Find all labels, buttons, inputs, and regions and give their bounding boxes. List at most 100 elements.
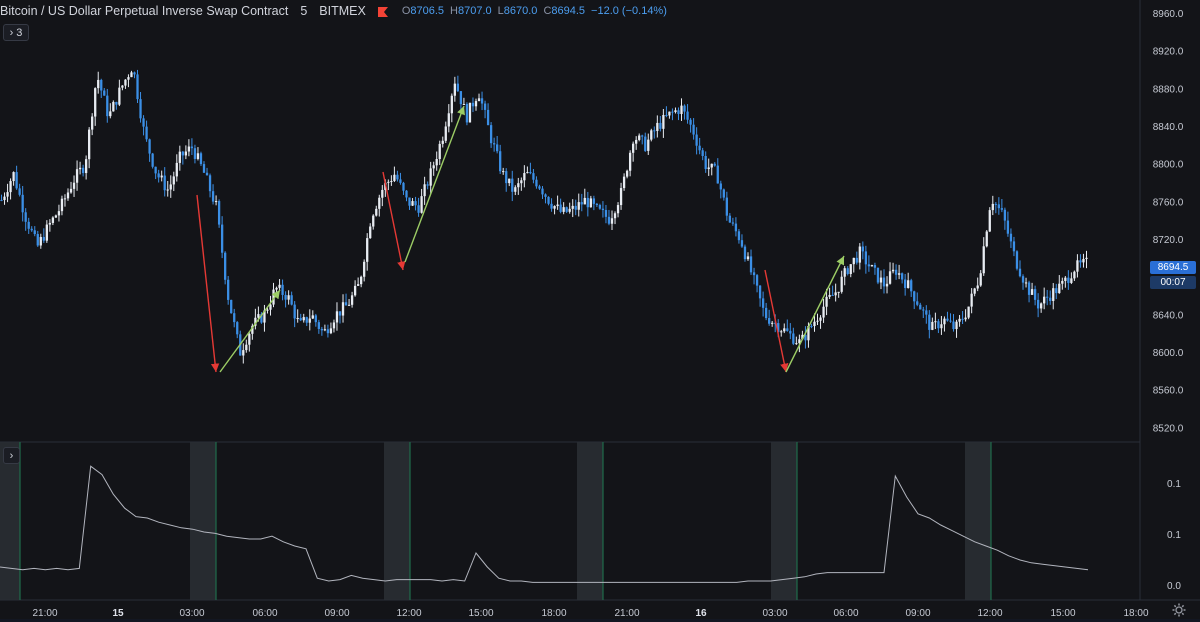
candle-body <box>281 284 284 295</box>
candle-body <box>9 181 12 193</box>
candle-body <box>106 95 109 117</box>
candle-body <box>816 320 819 322</box>
candle-body <box>843 268 846 277</box>
candle-body <box>36 234 39 246</box>
candle-body <box>42 237 45 241</box>
candle-body <box>562 207 565 212</box>
candle-body <box>369 226 372 239</box>
chevron-right-icon: › <box>9 449 14 462</box>
candle-body <box>1012 241 1016 252</box>
candle-body <box>867 264 871 267</box>
candle-body <box>353 285 357 296</box>
candle-body <box>447 113 450 127</box>
candle-body <box>928 314 931 330</box>
time-tick-label: 09:00 <box>324 608 349 619</box>
candle-body <box>574 205 577 210</box>
candle-body <box>541 188 544 195</box>
candle-body <box>320 328 324 331</box>
candle-body <box>151 153 154 167</box>
candle-body <box>275 287 278 290</box>
candle-body <box>405 190 408 198</box>
candle-body <box>888 271 892 284</box>
candle-body <box>897 273 901 275</box>
gear-icon[interactable] <box>1172 603 1186 617</box>
candle-body <box>728 215 732 223</box>
candle-body <box>852 257 855 265</box>
candle-body <box>777 323 780 333</box>
candle-body <box>18 188 21 195</box>
candle-body <box>127 77 130 80</box>
candle-body <box>166 189 169 191</box>
candle-body <box>689 119 692 125</box>
candle-body <box>350 295 354 305</box>
interval-label[interactable]: 5 <box>300 4 308 18</box>
candle-body <box>988 210 991 232</box>
candle-body <box>214 201 218 203</box>
session-band <box>190 442 216 600</box>
candle-body <box>532 173 535 180</box>
candle-body <box>160 175 163 178</box>
symbol-title[interactable]: Bitcoin / US Dollar Perpetual Inverse Sw… <box>0 4 289 18</box>
candle-body <box>731 222 735 224</box>
candle-body <box>632 143 635 153</box>
candle-body <box>456 83 460 92</box>
candle-body <box>520 180 523 184</box>
candle-body <box>686 111 689 120</box>
candle-body <box>958 318 961 322</box>
candle-body <box>1082 258 1085 263</box>
candle-body <box>181 151 184 156</box>
candle-body <box>1000 208 1004 210</box>
candle-body <box>30 228 33 231</box>
red-trend-arrow <box>764 269 789 373</box>
candle-body <box>925 310 928 315</box>
candle-body <box>411 201 414 206</box>
candle-body <box>63 198 67 200</box>
indicators-toggle-button[interactable]: › 3 <box>3 24 29 41</box>
candle-body <box>338 311 342 316</box>
candle-body <box>565 207 568 212</box>
candle-body <box>529 172 532 174</box>
time-tick-label: 12:00 <box>977 608 1002 619</box>
candle-body <box>807 326 810 341</box>
candle-body <box>622 176 626 189</box>
candle-body <box>157 173 160 178</box>
candle-body <box>263 310 266 323</box>
session-band <box>965 442 991 600</box>
candle-body <box>390 181 393 183</box>
candle-body <box>1018 268 1022 277</box>
price-axis[interactable] <box>1140 0 1200 619</box>
candle-body <box>976 285 979 289</box>
candle-body <box>641 135 644 137</box>
time-tick-label: 12:00 <box>396 608 421 619</box>
symbol-header: Bitcoin / US Dollar Perpetual Inverse Sw… <box>0 0 1140 22</box>
price-tick-label: 8560.0 <box>1153 386 1184 397</box>
candle-body <box>287 295 290 300</box>
candle-body <box>949 320 952 322</box>
candle-body <box>393 174 396 182</box>
candle-body <box>193 148 197 159</box>
candle-body <box>910 280 913 292</box>
low-key: L <box>497 5 504 17</box>
candle-body <box>341 302 345 316</box>
price-tick-label: 8520.0 <box>1153 423 1184 434</box>
time-tick-label: 03:00 <box>762 608 787 619</box>
candle-body <box>211 191 215 202</box>
candle-body <box>937 321 940 329</box>
candle-body <box>955 321 958 330</box>
indicator-tick-label: 0.1 <box>1167 479 1181 490</box>
indicator-pane-toggle-button[interactable]: › <box>3 447 20 464</box>
candle-body <box>758 285 762 299</box>
candle-body <box>305 317 308 323</box>
candle-body <box>553 206 556 209</box>
candle-body <box>196 153 200 159</box>
candle-body <box>934 321 937 323</box>
candle-body <box>66 192 70 199</box>
candle-body <box>462 103 466 105</box>
indicator-count: 3 <box>16 26 23 39</box>
candle-body <box>329 328 333 334</box>
candle-body <box>613 213 617 219</box>
candle-body <box>326 329 330 334</box>
candle-body <box>601 208 605 211</box>
